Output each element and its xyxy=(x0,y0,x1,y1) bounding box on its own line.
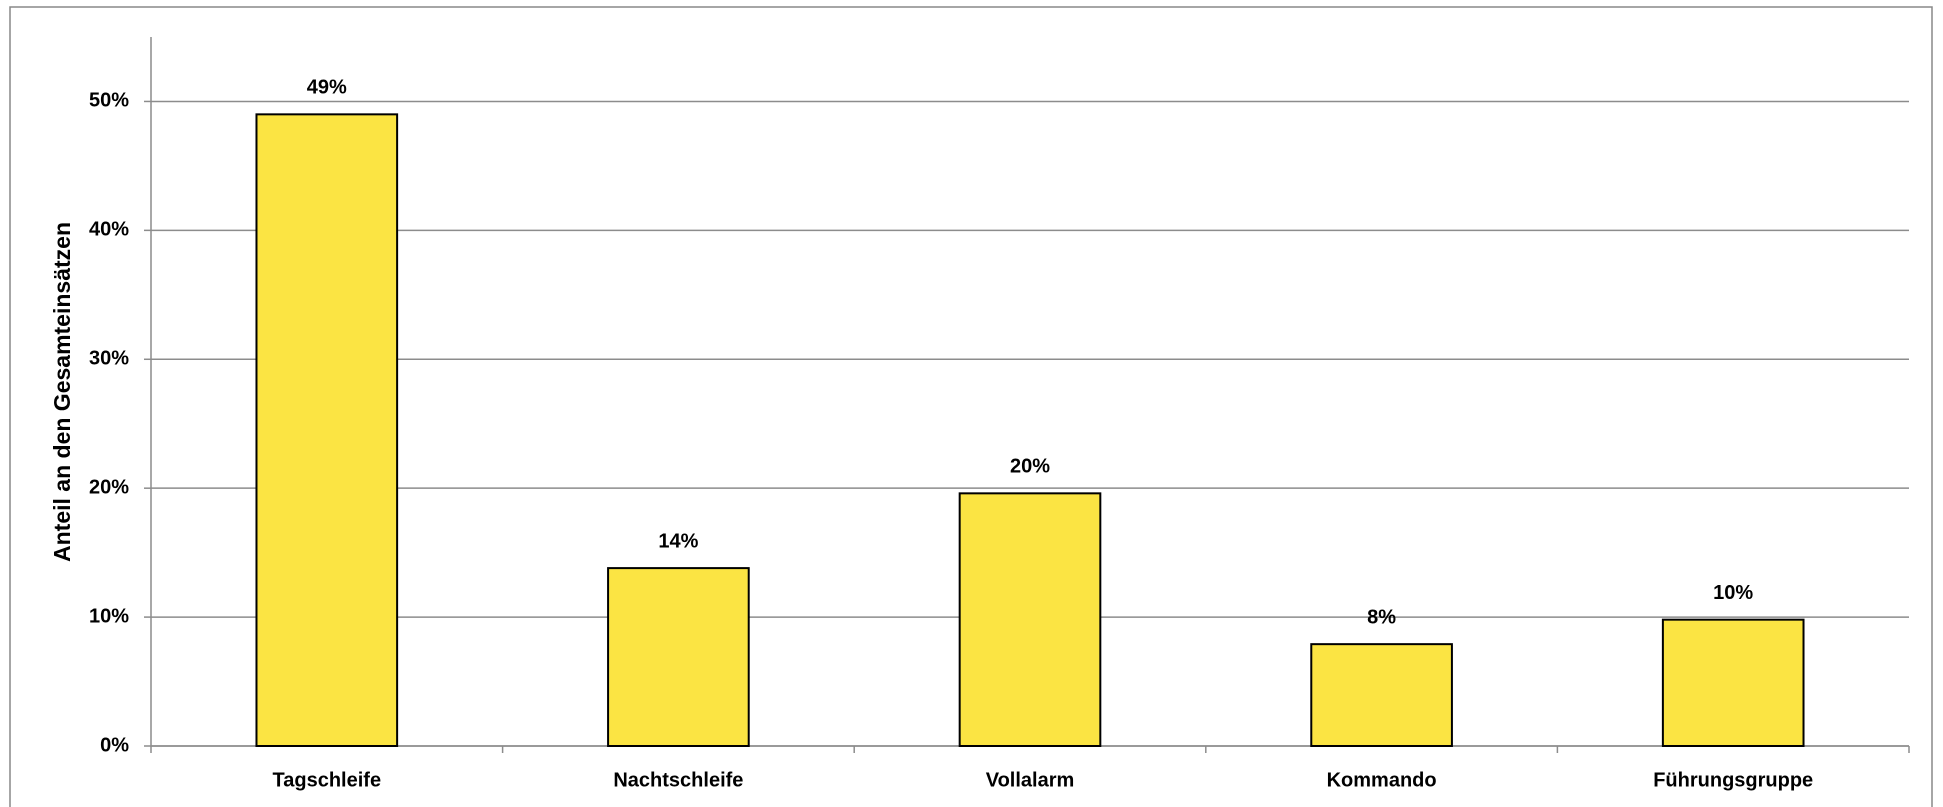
x-tick-label: Führungsgruppe xyxy=(1653,769,1813,791)
y-tick-label: 40% xyxy=(89,219,129,241)
y-tick-label: 20% xyxy=(89,476,129,498)
data-label: 14% xyxy=(658,530,698,552)
y-axis-label: Anteil an den Gesamteinsätzen xyxy=(49,222,75,562)
bar xyxy=(255,113,399,747)
data-label: 10% xyxy=(1713,582,1753,604)
bar xyxy=(1661,618,1805,747)
x-tick-label: Vollalarm xyxy=(986,769,1075,791)
x-tick-label: Kommando xyxy=(1327,769,1437,791)
y-tick-label: 0% xyxy=(100,734,129,756)
bar xyxy=(958,492,1102,748)
bar xyxy=(607,567,750,748)
x-tick-label: Tagschleife xyxy=(273,769,382,791)
x-tick-label: Nachtschleife xyxy=(613,769,743,791)
y-tick-label: 10% xyxy=(89,605,129,627)
data-label: 49% xyxy=(307,77,347,99)
bar xyxy=(1310,643,1453,747)
data-label: 20% xyxy=(1010,456,1050,478)
y-tick-label: 50% xyxy=(89,90,129,112)
data-label: 8% xyxy=(1367,606,1396,628)
y-tick-label: 30% xyxy=(89,348,129,370)
